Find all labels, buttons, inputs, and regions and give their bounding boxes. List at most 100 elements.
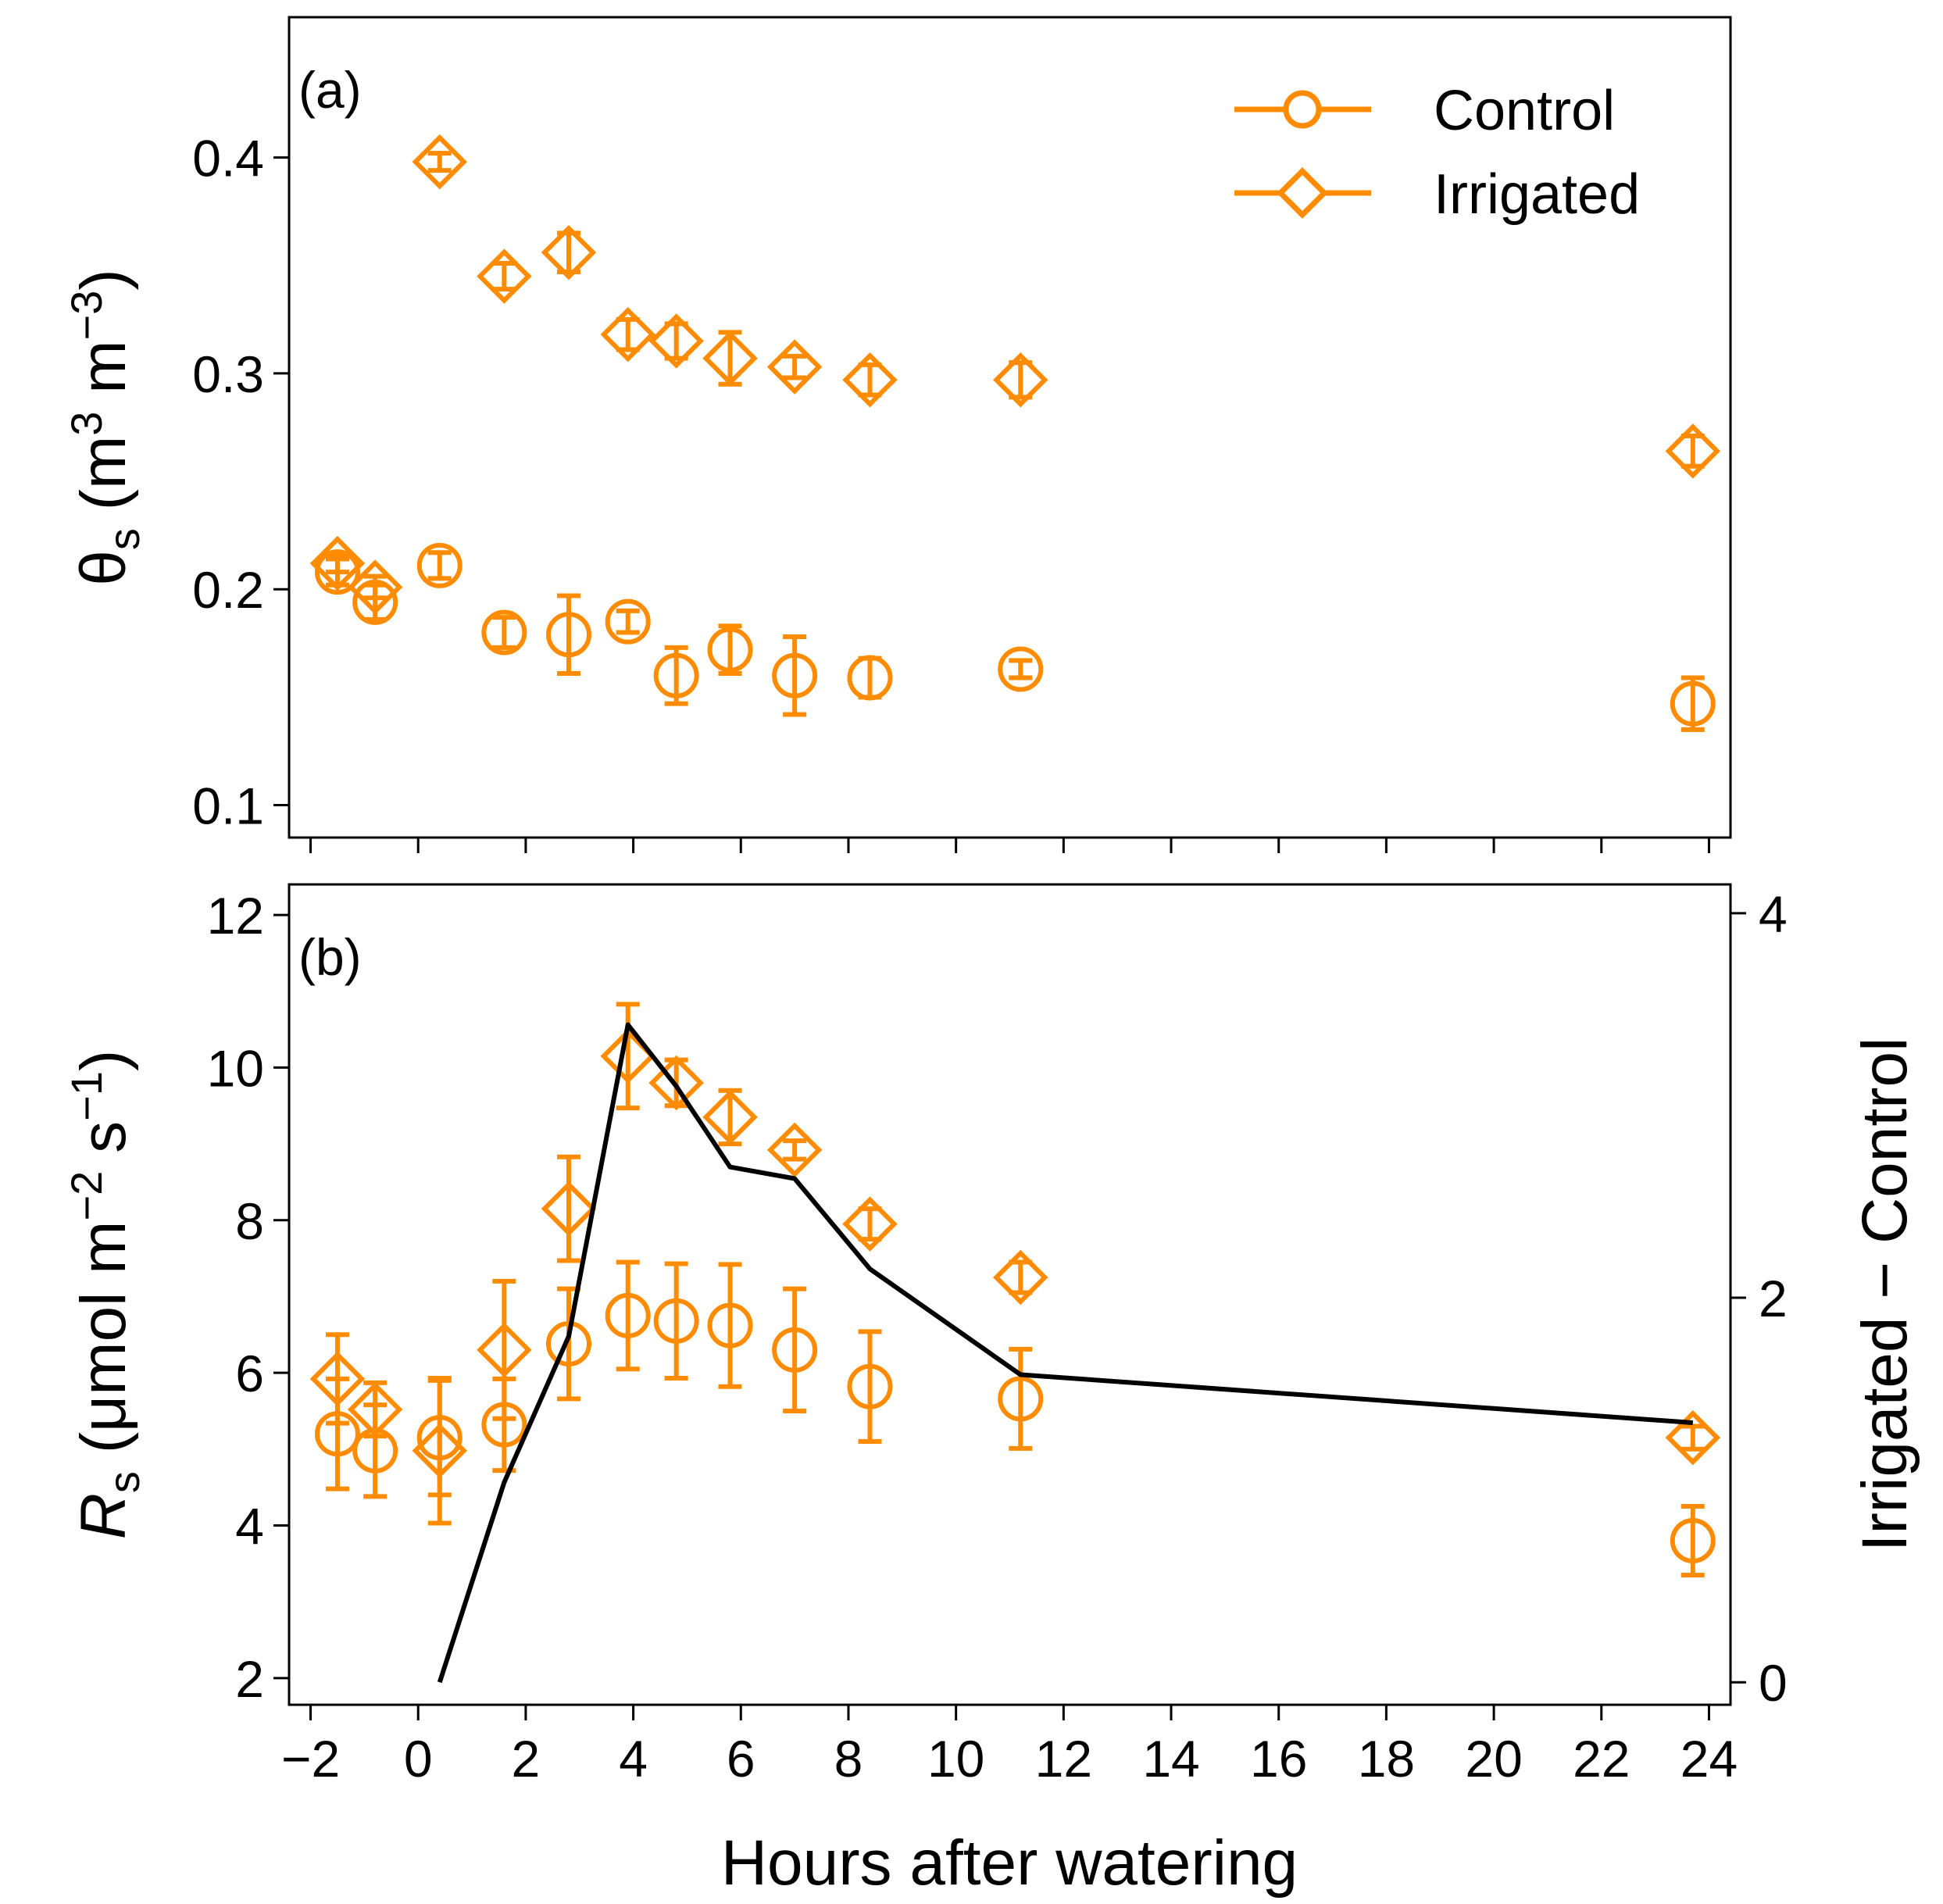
irrigated-point [477, 248, 532, 304]
control-point [653, 652, 699, 698]
panel-a-frame [288, 16, 1732, 839]
panel-a-axes: 0.1 0.2 0.3 0.4 [192, 130, 1710, 853]
y-tick-label: 12 [207, 887, 264, 945]
y-unit-sup1: 3 [62, 412, 111, 436]
control-point [1670, 681, 1716, 727]
irrigated-point [1665, 423, 1721, 479]
y-unit-sup1: −2 [62, 1171, 111, 1221]
panel-a-label: (a) [298, 61, 362, 119]
y-tick-label: 2 [235, 1650, 264, 1708]
y-tick-label: 0.2 [192, 561, 264, 619]
y-tick-label: 4 [235, 1497, 264, 1555]
irrigated-point [412, 1423, 468, 1478]
panel-b-label: (b) [298, 928, 362, 986]
y-tick-label: 0.3 [192, 345, 264, 403]
irrigated-point [702, 330, 758, 386]
panel-a: (a) 0.1 0.2 0.3 0.4 θs (m3 m−3) Control Irr… [62, 16, 1732, 853]
irrigated-point [993, 1249, 1048, 1306]
panel-b-frame [288, 883, 1732, 1706]
control-point [998, 646, 1044, 692]
control-point [605, 1292, 651, 1338]
control-point [481, 609, 527, 656]
theta-symbol: θ [68, 550, 139, 586]
y-unit-open: (μmol m [68, 1221, 139, 1472]
irrigated-point [648, 313, 704, 369]
panel-b-series [309, 1002, 1721, 1684]
y-tick-label: 6 [235, 1345, 264, 1402]
rs-symbol: R [68, 1493, 139, 1539]
x-tick-label: 16 [1250, 1730, 1307, 1788]
y2-tick-label: 0 [1759, 1654, 1788, 1712]
x-tick-label: 8 [834, 1730, 863, 1788]
irrigated-point [541, 1181, 597, 1237]
control-point [847, 655, 893, 701]
x-tick-label: 6 [727, 1730, 755, 1788]
irrigated-point [1665, 1409, 1721, 1466]
y-sub: s [99, 528, 148, 550]
x-tick-label: 10 [927, 1730, 984, 1788]
legend-control-label: Control [1434, 80, 1615, 142]
control-point [772, 652, 818, 698]
x-tick-label: 14 [1142, 1730, 1199, 1788]
y-tick-label: 10 [207, 1039, 264, 1097]
y-unit-close: ) [68, 1050, 139, 1071]
irrigated-point [477, 1322, 532, 1378]
difference-line [437, 1022, 1694, 1684]
irrigated-point [648, 1055, 704, 1111]
y-unit-mid: m [68, 340, 139, 411]
irrigated-point [702, 1089, 758, 1145]
control-point [707, 1302, 753, 1349]
x-tick-label: −2 [281, 1730, 340, 1788]
irrigated-point [347, 1381, 403, 1438]
irrigated-point [842, 1196, 898, 1252]
x-tick-label: 18 [1358, 1730, 1415, 1788]
legend-irrigated-label: Irrigated [1434, 163, 1640, 226]
y-unit-close: ) [68, 269, 139, 290]
y2-tick-label: 4 [1759, 885, 1788, 943]
y-tick-label: 0.1 [192, 777, 264, 835]
control-point [545, 612, 591, 658]
x-tick-label: 22 [1573, 1730, 1630, 1788]
y-unit-sup2: −1 [62, 1071, 111, 1121]
irrigated-point [600, 306, 655, 363]
control-point [998, 1376, 1044, 1422]
y-sub: s [99, 1471, 148, 1493]
x-axis-title: Hours after watering [721, 1827, 1298, 1899]
irrigated-point [347, 559, 403, 615]
control-point [847, 1363, 893, 1409]
y-unit-mid: s [68, 1121, 139, 1171]
irrigated-point [766, 339, 823, 395]
x-tick-label: 12 [1035, 1730, 1092, 1788]
x-tick-label: 2 [512, 1730, 541, 1788]
irrigated-point [842, 352, 898, 408]
legend: Control Irrigated [1234, 80, 1640, 226]
irrigated-point [309, 1351, 366, 1407]
y-tick-label: 8 [235, 1192, 264, 1250]
control-point [1670, 1518, 1716, 1563]
x-tick-label: 20 [1465, 1730, 1522, 1788]
panel-a-y-axis-title: θs (m3 m−3) [62, 269, 148, 585]
control-point [416, 542, 463, 588]
x-tick-label: 0 [404, 1730, 433, 1788]
legend-irrigated-marker [1277, 167, 1328, 219]
irrigated-point [993, 352, 1048, 408]
y-unit-open: (m [68, 436, 139, 528]
x-tick-label: 24 [1680, 1730, 1738, 1788]
legend-control-marker [1283, 90, 1322, 129]
y-tick-label: 0.4 [192, 130, 264, 188]
control-point [314, 549, 360, 595]
panel-b-y-axis-title: Rs (μmol m−2 s−1) [62, 1050, 148, 1540]
control-point [772, 1327, 818, 1373]
panel-b-y2-axis-title: Irrigated − Control [1849, 1038, 1920, 1552]
irrigated-point [766, 1122, 823, 1178]
y-unit-sup2: −3 [62, 291, 111, 341]
irrigated-point [309, 535, 366, 591]
irrigated-point [541, 224, 597, 280]
control-point [653, 1298, 699, 1344]
y2-tick-label: 2 [1759, 1270, 1788, 1327]
panel-a-series [309, 134, 1721, 732]
control-point [545, 1321, 591, 1366]
